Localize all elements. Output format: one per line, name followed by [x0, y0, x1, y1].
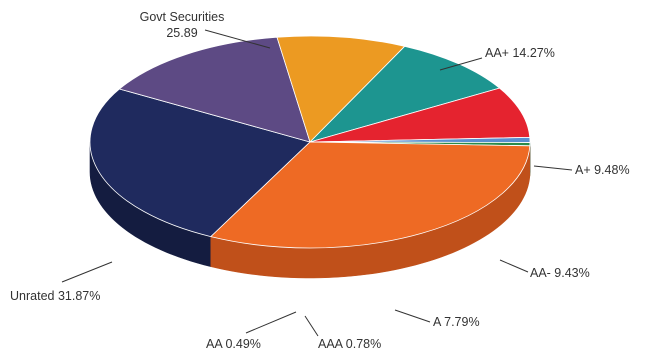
- slice-label-unrated: Unrated 31.87%: [10, 289, 100, 303]
- leader-line-aa: [499, 259, 529, 273]
- pie-tops: [89, 35, 531, 249]
- slice-label-aa: AA- 9.43%: [530, 266, 590, 280]
- pie-slice-aa: [119, 36, 311, 143]
- slice-labels: Govt Securities 25.89 AA+ 14.27% A+ 9.48% AA…: [10, 10, 630, 349]
- pie-slice-a: [309, 87, 531, 143]
- leader-line-govt-securities: [204, 29, 271, 49]
- leader-line-a: [533, 165, 573, 171]
- slice-label-aa: AA 0.49%: [206, 337, 261, 349]
- pie-slice-a: [276, 35, 406, 143]
- pie-slice-govt-securities: [89, 88, 311, 238]
- slice-label-aaa: AAA 0.78%: [318, 337, 381, 349]
- leader-line-unrated: [61, 261, 113, 283]
- leader-line-aaa: [304, 315, 319, 337]
- slice-value-label-govt-securities: 25.89: [166, 26, 197, 40]
- pie-slice-unrated: [210, 141, 531, 249]
- slice-label-aa: AA+ 14.27%: [485, 46, 555, 60]
- leader-lines: [61, 29, 573, 337]
- slice-label-a: A 7.79%: [433, 315, 480, 329]
- leader-line-aa: [439, 57, 483, 71]
- slice-label-a: A+ 9.48%: [575, 163, 630, 177]
- slice-label-govt-securities: Govt Securities: [140, 10, 225, 24]
- pie-slice-aa: [309, 45, 500, 143]
- leader-line-a: [394, 309, 431, 323]
- leader-line-aa: [245, 311, 297, 334]
